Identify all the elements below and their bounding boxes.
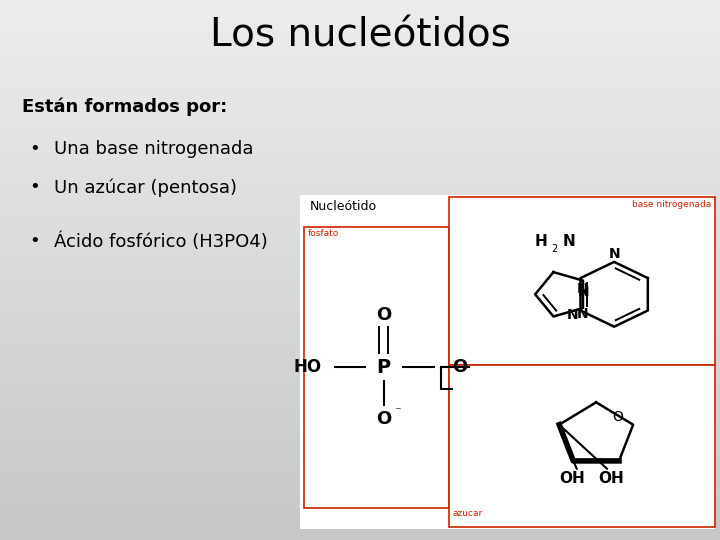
Text: N: N <box>563 234 576 249</box>
Bar <box>300 195 715 529</box>
Text: N: N <box>577 282 589 296</box>
Text: P: P <box>377 357 391 377</box>
Text: O: O <box>376 410 392 428</box>
Text: base nitrogenada: base nitrogenada <box>632 200 711 209</box>
Text: Una base nitrogenada: Una base nitrogenada <box>54 140 253 158</box>
Text: O: O <box>612 410 624 424</box>
Text: N: N <box>608 247 620 261</box>
Text: OH: OH <box>598 471 624 486</box>
Bar <box>449 364 715 526</box>
Text: •: • <box>29 178 40 196</box>
Text: •: • <box>29 140 40 158</box>
Text: N: N <box>578 285 590 299</box>
Text: ⁻: ⁻ <box>394 405 400 418</box>
Text: HO: HO <box>294 358 322 376</box>
Text: N: N <box>577 307 589 321</box>
Bar <box>304 227 449 508</box>
Text: Están formados por:: Están formados por: <box>22 97 227 116</box>
Text: H: H <box>534 234 547 249</box>
Bar <box>449 197 715 364</box>
Text: fosfato: fosfato <box>307 230 338 239</box>
Text: •: • <box>29 232 40 250</box>
Text: O: O <box>376 306 392 325</box>
Text: Los nucleótidos: Los nucleótidos <box>210 16 510 54</box>
Text: OH: OH <box>559 471 585 486</box>
Text: 2: 2 <box>551 245 557 254</box>
Text: Nucleótido: Nucleótido <box>310 200 377 213</box>
Text: azucar: azucar <box>452 509 482 518</box>
Text: Ácido fosfórico (H3PO4): Ácido fosfórico (H3PO4) <box>54 232 268 251</box>
Text: O: O <box>452 358 467 376</box>
Text: N: N <box>566 308 578 321</box>
Text: Un azúcar (pentosa): Un azúcar (pentosa) <box>54 178 237 197</box>
